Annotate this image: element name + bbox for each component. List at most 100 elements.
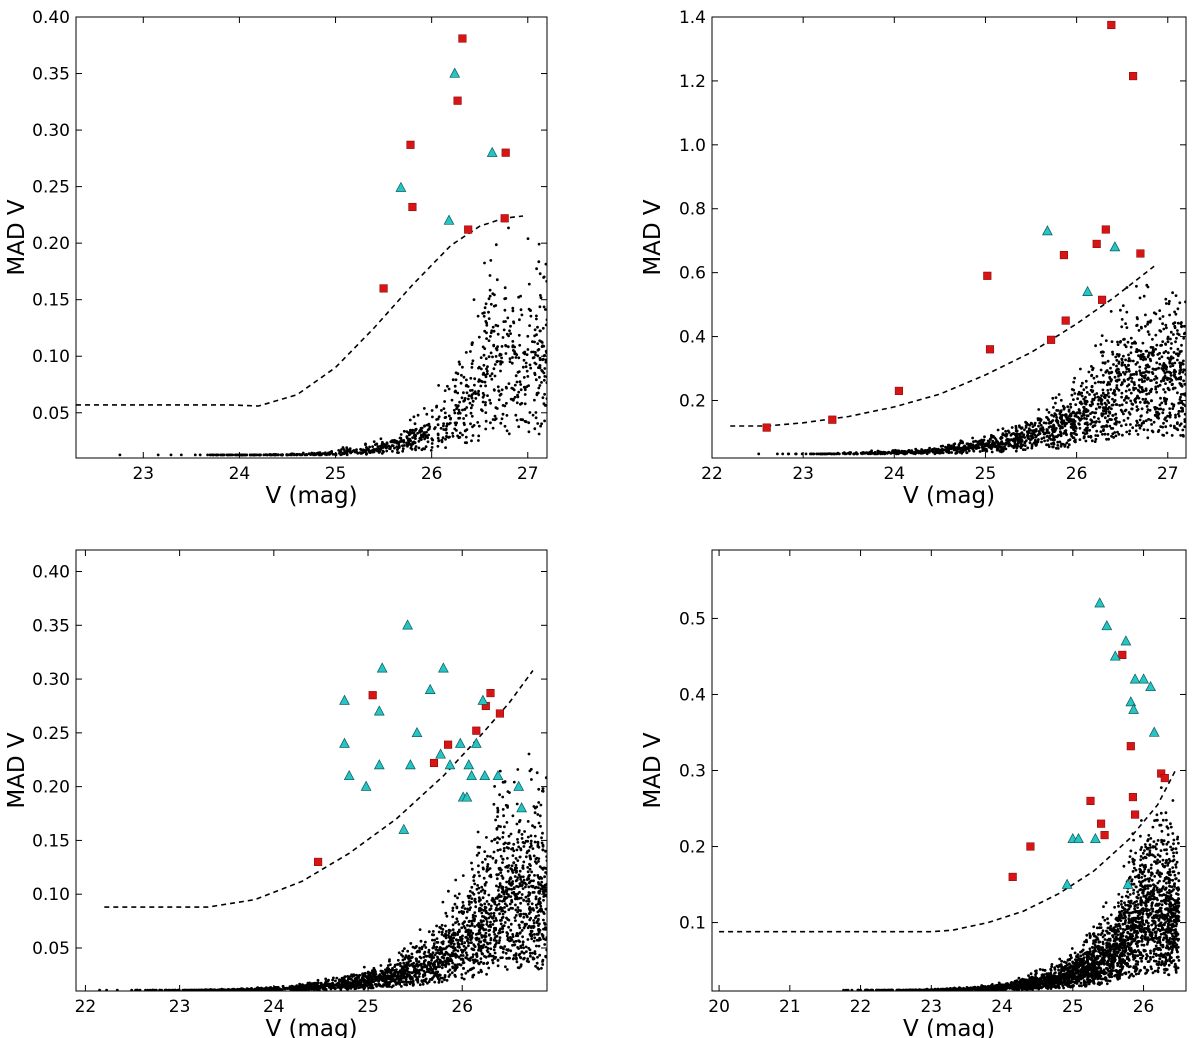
scatter-point	[1084, 429, 1088, 433]
scatter-point	[1031, 425, 1035, 428]
scatter-point	[1164, 402, 1168, 406]
scatter-point	[1182, 359, 1185, 363]
scatter-point	[377, 447, 380, 451]
scatter-point	[220, 988, 224, 991]
scatter-point	[522, 358, 526, 362]
scatter-point	[1115, 358, 1119, 362]
scatter-point	[491, 856, 495, 860]
scatter-point	[470, 867, 474, 871]
scatter-point	[487, 966, 491, 970]
scatter-point	[418, 983, 422, 987]
scatter-point	[534, 351, 537, 354]
scatter-point	[432, 933, 436, 937]
scatter-point	[876, 449, 880, 453]
scatter-point	[524, 361, 528, 365]
scatter-point	[1015, 429, 1019, 433]
scatter-point	[1071, 436, 1075, 439]
scatter-point	[417, 446, 421, 450]
scatter-point	[509, 332, 512, 335]
scatter-point	[1168, 380, 1172, 384]
scatter-point	[1085, 391, 1089, 394]
scatter-point	[1003, 445, 1006, 448]
scatter-point	[460, 942, 464, 946]
scatter-point	[1074, 426, 1078, 430]
scatter-point	[460, 976, 464, 980]
scatter-point	[209, 988, 213, 991]
scatter-point	[503, 308, 507, 312]
scatter-point	[923, 451, 927, 454]
scatter-point	[520, 920, 524, 924]
scatter-point	[491, 426, 495, 430]
scatter-point	[517, 425, 521, 429]
scatter-point	[1151, 367, 1155, 371]
scatter-point	[1093, 396, 1097, 399]
scatter-point	[1058, 440, 1062, 444]
scatter-point	[539, 329, 542, 333]
scatter-point	[503, 841, 507, 845]
scatter-point	[533, 952, 537, 956]
scatter-point	[533, 371, 537, 375]
scatter-point	[488, 294, 492, 298]
scatter-point	[489, 937, 493, 940]
scatter-point	[534, 378, 538, 382]
scatter-point	[988, 440, 991, 444]
scatter-point	[355, 448, 358, 452]
scatter-point	[1129, 373, 1133, 377]
scatter-point	[1038, 421, 1042, 425]
scatter-point	[1120, 325, 1124, 329]
scatter-point	[492, 304, 496, 308]
threshold-curve	[76, 215, 524, 407]
scatter-point	[535, 906, 539, 909]
scatter-point	[1145, 349, 1149, 353]
scatter-point	[467, 903, 471, 906]
scatter-point	[1136, 361, 1139, 364]
scatter-point	[487, 924, 490, 928]
scatter-point	[1095, 392, 1099, 395]
scatter-point	[1178, 301, 1182, 305]
scatter-point	[525, 914, 529, 918]
scatter-point	[1079, 384, 1083, 388]
scatter-point	[524, 365, 528, 369]
scatter-point	[824, 452, 828, 456]
scatter-point	[889, 452, 893, 455]
scatter-point	[1070, 393, 1074, 397]
scatter-point	[516, 768, 520, 771]
scatter-point	[396, 448, 399, 451]
scatter-point	[1050, 442, 1053, 446]
scatter-point	[420, 945, 424, 949]
scatter-point	[530, 937, 534, 941]
candidate-triangle-marker	[449, 67, 461, 78]
scatter-point	[1128, 388, 1131, 392]
scatter-point	[482, 943, 486, 947]
scatter-point	[469, 906, 472, 909]
scatter-point	[540, 836, 543, 840]
scatter-point	[1171, 356, 1175, 360]
scatter-point	[479, 367, 483, 371]
scatter-point	[915, 450, 919, 454]
scatter-point	[1090, 419, 1094, 423]
scatter-point	[1091, 366, 1095, 370]
scatter-point	[1170, 342, 1173, 345]
scatter-point	[1162, 376, 1166, 379]
scatter-point	[1085, 431, 1089, 435]
scatter-point	[469, 968, 473, 971]
scatter-point	[242, 453, 245, 457]
scatter-point	[1103, 361, 1107, 365]
scatter-point	[541, 958, 545, 962]
scatter-point	[1123, 363, 1127, 367]
scatter-point	[483, 916, 487, 920]
scatter-point	[1037, 408, 1041, 411]
scatter-point	[1065, 441, 1069, 445]
scatter-point	[531, 951, 534, 955]
scatter-point	[385, 441, 389, 445]
scatter-point	[1097, 405, 1101, 409]
scatter-point	[1171, 407, 1175, 410]
y-tick-label: 1.2	[679, 72, 706, 92]
scatter-point	[403, 983, 407, 986]
scatter-point	[1034, 440, 1038, 444]
scatter-point	[484, 427, 488, 431]
scatter-point	[1125, 326, 1129, 329]
scatter-point	[985, 448, 988, 451]
scatter-point	[452, 942, 456, 946]
scatter-point	[541, 886, 545, 889]
